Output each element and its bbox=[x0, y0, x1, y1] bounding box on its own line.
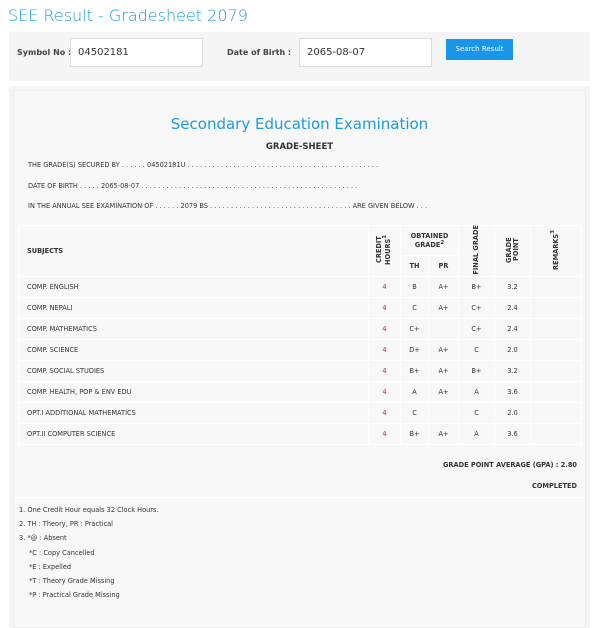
dob-input[interactable]: 2065-08-07 bbox=[299, 38, 432, 67]
cell-pr bbox=[428, 318, 459, 340]
col-th: TH bbox=[400, 254, 429, 278]
footnote: 3. *@ : Absent bbox=[19, 534, 67, 543]
cell-th: A bbox=[400, 381, 429, 403]
cell-gp: 2.4 bbox=[494, 297, 531, 319]
cell-credit: 4 bbox=[368, 297, 401, 319]
divider bbox=[14, 497, 585, 498]
cell-pr: A+ bbox=[428, 360, 459, 382]
col-credit: CREDIT HOURS1 bbox=[368, 225, 401, 277]
cell-pr: A+ bbox=[428, 339, 459, 361]
cell-final: C+ bbox=[458, 318, 495, 340]
cell-credit: 4 bbox=[368, 318, 401, 340]
footnote: *E : Expelled bbox=[29, 562, 72, 571]
cell-pr: A+ bbox=[428, 423, 459, 445]
cell-final: C bbox=[458, 339, 495, 361]
col-final: FINAL GRADE bbox=[458, 225, 495, 277]
cell-remarks bbox=[530, 423, 582, 445]
table-row: COMP. NEPALI 4 C A+ C+ 2.4 bbox=[18, 297, 582, 319]
cell-pr: A+ bbox=[428, 276, 459, 298]
cell-th: B+ bbox=[400, 360, 429, 382]
col-subjects: SUBJECTS bbox=[18, 225, 369, 277]
cell-final: C+ bbox=[458, 297, 495, 319]
cell-subject: COMP. HEALTH, POP & ENV EDU bbox=[18, 381, 369, 403]
secured-by-line: THE GRADE(S) SECURED BY . . . . . . 0450… bbox=[28, 161, 379, 169]
cell-credit: 4 bbox=[368, 276, 401, 298]
cell-pr bbox=[428, 402, 459, 424]
table-row: COMP. HEALTH, POP & ENV EDU 4 A A+ A 3.6 bbox=[18, 381, 582, 403]
cell-subject: COMP. SOCIAL STUDIES bbox=[18, 360, 369, 382]
cell-th: C bbox=[400, 402, 429, 424]
cell-th: D+ bbox=[400, 339, 429, 361]
symbol-label: Symbol No : bbox=[17, 48, 72, 57]
table-row: COMP. ENGLISH 4 B A+ B+ 3.2 bbox=[18, 276, 582, 298]
dob-line: DATE OF BIRTH . . . . . 2065-08-07 . . .… bbox=[28, 182, 358, 190]
cell-th: C+ bbox=[400, 318, 429, 340]
cell-subject: COMP. ENGLISH bbox=[18, 276, 369, 298]
cell-credit: 4 bbox=[368, 423, 401, 445]
cell-remarks bbox=[530, 360, 582, 382]
search-form: Symbol No : 04502181 Date of Birth : 206… bbox=[9, 32, 590, 81]
cell-gp: 3.2 bbox=[494, 360, 531, 382]
cell-credit: 4 bbox=[368, 381, 401, 403]
footnote: 2. TH : Theory, PR : Practical bbox=[19, 520, 114, 529]
cell-gp: 3.6 bbox=[494, 381, 531, 403]
cell-final: A bbox=[458, 381, 495, 403]
exam-heading: Secondary Education Examination bbox=[170, 115, 429, 133]
cell-gp: 3.6 bbox=[494, 423, 531, 445]
symbol-input[interactable]: 04502181 bbox=[70, 38, 203, 67]
gradesheet-heading: GRADE-SHEET bbox=[265, 142, 334, 152]
table-row: COMP. MATHEMATICS 4 C+ C+ 2.4 bbox=[18, 318, 582, 340]
page-title: SEE Result - Gradesheet 2079 bbox=[8, 6, 248, 25]
cell-final: A bbox=[458, 423, 495, 445]
cell-remarks bbox=[530, 381, 582, 403]
cell-remarks bbox=[530, 318, 582, 340]
cell-remarks bbox=[530, 402, 582, 424]
cell-pr: A+ bbox=[428, 297, 459, 319]
cell-credit: 4 bbox=[368, 339, 401, 361]
cell-pr: A+ bbox=[428, 381, 459, 403]
footnote: *C : Copy Cancelled bbox=[29, 548, 95, 557]
result-panel: Secondary Education Examination GRADE-SH… bbox=[9, 86, 590, 628]
search-result-button[interactable]: Search Result bbox=[446, 39, 513, 60]
cell-final: B+ bbox=[458, 360, 495, 382]
cell-th: C bbox=[400, 297, 429, 319]
cell-th: B bbox=[400, 276, 429, 298]
result-status: COMPLETED bbox=[531, 482, 577, 490]
col-grade-point: GRADE POINT bbox=[494, 225, 531, 277]
table-row: OPT.I ADDITIONAL MATHEMATICS 4 C C 2.0 bbox=[18, 402, 582, 424]
grade-table: SUBJECTS CREDIT HOURS1 OBTAINED GRADE2 F… bbox=[18, 225, 582, 445]
footnote: 1. One Credit Hour equals 32 Clock Hours… bbox=[19, 506, 159, 514]
col-obtained: OBTAINED GRADE2 bbox=[400, 225, 459, 256]
cell-final: B+ bbox=[458, 276, 495, 298]
cell-gp: 2.0 bbox=[494, 339, 531, 361]
footnotes: 1. One Credit Hour equals 32 Clock Hours… bbox=[19, 503, 159, 602]
col-remarks: REMARKS3 bbox=[530, 225, 582, 277]
exam-line: IN THE ANNUAL SEE EXAMINATION OF . . . .… bbox=[28, 202, 428, 210]
table-row: COMP. SCIENCE 4 D+ A+ C 2.0 bbox=[18, 339, 582, 361]
cell-gp: 2.0 bbox=[494, 402, 531, 424]
cell-th: B+ bbox=[400, 423, 429, 445]
cell-credit: 4 bbox=[368, 402, 401, 424]
dob-label: Date of Birth : bbox=[227, 48, 292, 57]
cell-subject: COMP. MATHEMATICS bbox=[18, 318, 369, 340]
cell-final: C bbox=[458, 402, 495, 424]
cell-gp: 2.4 bbox=[494, 318, 531, 340]
cell-remarks bbox=[530, 339, 582, 361]
cell-subject: COMP. NEPALI bbox=[18, 297, 369, 319]
cell-credit: 4 bbox=[368, 360, 401, 382]
cell-subject: OPT.I ADDITIONAL MATHEMATICS bbox=[18, 402, 369, 424]
col-pr: PR bbox=[428, 254, 459, 278]
footnote: *T : Theory Grade Missing bbox=[29, 577, 115, 586]
table-row: COMP. SOCIAL STUDIES 4 B+ A+ B+ 3.2 bbox=[18, 360, 582, 382]
cell-remarks bbox=[530, 297, 582, 319]
cell-remarks bbox=[530, 276, 582, 298]
cell-gp: 3.2 bbox=[494, 276, 531, 298]
footnote: *P : Practical Grade Missing bbox=[29, 591, 120, 600]
gpa: GRADE POINT AVERAGE (GPA) : 2.80 bbox=[443, 461, 577, 469]
table-row: OPT.II COMPUTER SCIENCE 4 B+ A+ A 3.6 bbox=[18, 423, 582, 445]
cell-subject: OPT.II COMPUTER SCIENCE bbox=[18, 423, 369, 445]
cell-subject: COMP. SCIENCE bbox=[18, 339, 369, 361]
